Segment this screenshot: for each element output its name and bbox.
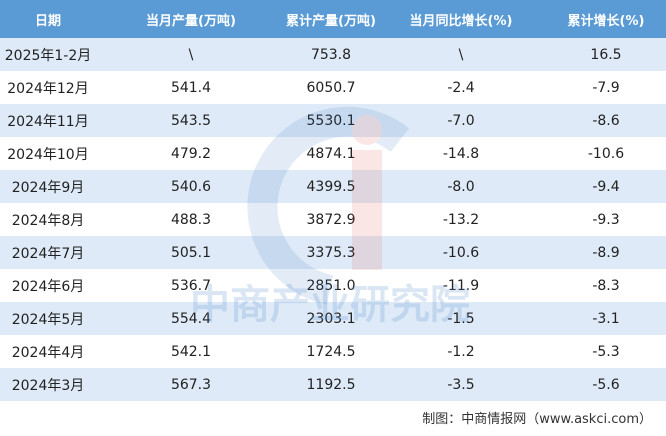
table-cell: -7.9 [546,71,666,104]
table-row: 2024年3月 567.3 1192.5 -3.5 -5.6 [0,368,666,401]
table-cell: -14.8 [376,137,546,170]
table-cell: 543.5 [96,104,286,137]
table-cell: -3.5 [376,368,546,401]
column-header: 日期 [0,0,96,38]
table-cell: 554.4 [96,302,286,335]
table-cell: 2024年6月 [0,269,96,302]
table-cell: -7.0 [376,104,546,137]
table-cell: -8.0 [376,170,546,203]
table-cell: 541.4 [96,71,286,104]
table-row: 2024年5月 554.4 2303.1 -1.5 -3.1 [0,302,666,335]
table-cell: 753.8 [286,38,376,71]
table-cell: 2024年11月 [0,104,96,137]
table-row: 2024年10月 479.2 4874.1 -14.8 -10.6 [0,137,666,170]
table-row: 2024年7月 505.1 3375.3 -10.6 -8.9 [0,236,666,269]
table-cell: -1.5 [376,302,546,335]
table-cell: -9.4 [546,170,666,203]
table-row: 2024年12月 541.4 6050.7 -2.4 -7.9 [0,71,666,104]
table-cell: 479.2 [96,137,286,170]
table-cell: 2024年8月 [0,203,96,236]
table-cell: \ [376,38,546,71]
table-cell: -8.6 [546,104,666,137]
table-cell: 3375.3 [286,236,376,269]
footer: 制图：中商情报网（www.askci.com） [422,412,652,427]
table-cell: -2.4 [376,71,546,104]
table-row: 2024年6月 536.7 2851.0 -11.9 -8.3 [0,269,666,302]
table-cell: 5530.1 [286,104,376,137]
table-body: 2025年1-2月 \ 753.8 \ 16.5 2024年12月 541.4 6050.7-… [0,38,666,401]
table-cell: -1.2 [376,335,546,368]
table-cell: \ [96,38,286,71]
table-row: 2025年1-2月 \ 753.8 \ 16.5 [0,38,666,71]
table-cell: 6050.7 [286,71,376,104]
table-cell: 2303.1 [286,302,376,335]
table-cell: 505.1 [96,236,286,269]
table-cell: 542.1 [96,335,286,368]
table-row: 2024年11月 543.5 5530.1 -7.0 -8.6 [0,104,666,137]
table-cell: -8.3 [546,269,666,302]
table-row: 2024年9月 540.6 4399.5 -8.0 -9.4 [0,170,666,203]
column-header: 累计产量(万吨) [286,0,376,38]
table-cell: 4399.5 [286,170,376,203]
table-cell: 2851.0 [286,269,376,302]
table-cell: 2024年9月 [0,170,96,203]
column-header: 当月同比增长(%) [376,0,546,38]
table-cell: -9.3 [546,203,666,236]
table-cell: 2024年7月 [0,236,96,269]
table-cell: 536.7 [96,269,286,302]
header-row: 日期 当月产量(万吨) 累计产量(万吨) 当月同比增长(%) 累计增长(%) [0,0,666,38]
table-cell: 540.6 [96,170,286,203]
table-cell: 1724.5 [286,335,376,368]
table-row: 2024年8月 488.3 3872.9 -13.2 -9.3 [0,203,666,236]
table-cell: 2024年10月 [0,137,96,170]
column-header: 累计增长(%) [546,0,666,38]
table-cell: -11.9 [376,269,546,302]
table-cell: 488.3 [96,203,286,236]
table-cell: 2025年1-2月 [0,38,96,71]
table-cell: -10.6 [376,236,546,269]
table-cell: 567.3 [96,368,286,401]
data-table: 日期 当月产量(万吨) 累计产量(万吨) 当月同比增长(%) 累计增长(%) 2025年… [0,0,666,401]
table-row: 2024年4月 542.1 1724.5 -1.2 -5.3 [0,335,666,368]
table-cell: -13.2 [376,203,546,236]
table-cell: -3.1 [546,302,666,335]
table-cell: 1192.5 [286,368,376,401]
table-cell: 3872.9 [286,203,376,236]
table-cell: 2024年4月 [0,335,96,368]
table-cell: 2024年3月 [0,368,96,401]
table-cell: 16.5 [546,38,666,71]
table-cell: 2024年12月 [0,71,96,104]
table-cell: -8.9 [546,236,666,269]
table-cell: -5.3 [546,335,666,368]
table-cell: 4874.1 [286,137,376,170]
table-cell: -10.6 [546,137,666,170]
table-cell: 2024年5月 [0,302,96,335]
column-header: 当月产量(万吨) [96,0,286,38]
table-cell: -5.6 [546,368,666,401]
